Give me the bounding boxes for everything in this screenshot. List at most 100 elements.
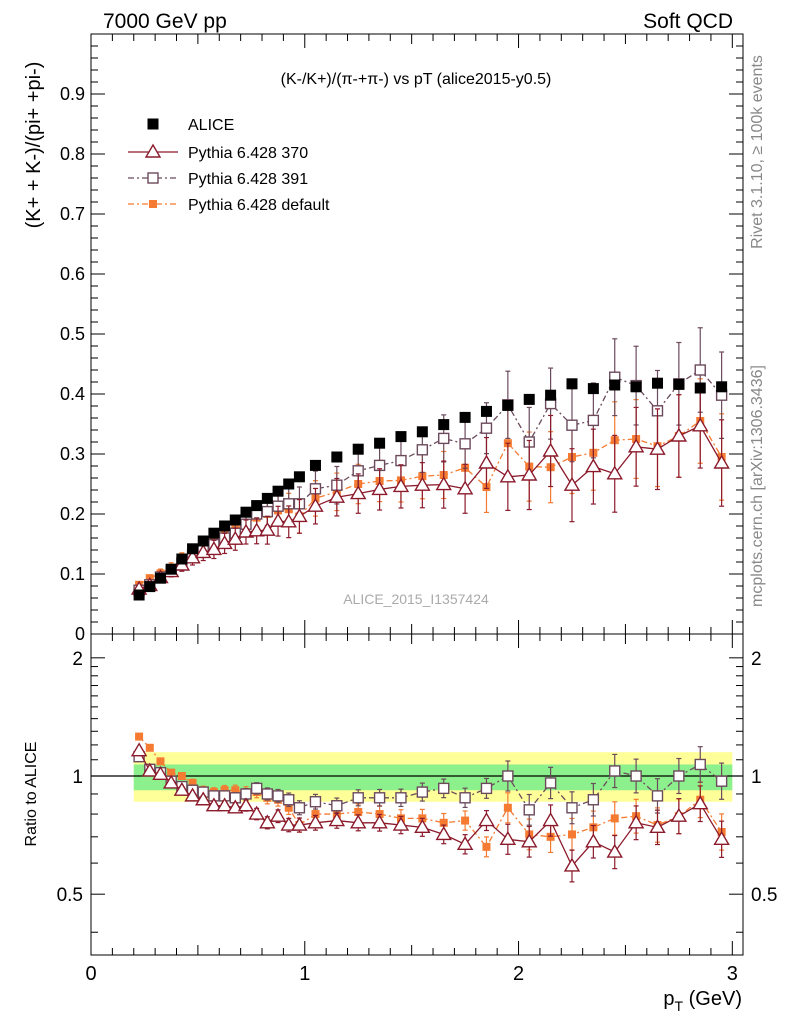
ratio-point	[673, 770, 685, 782]
data-point	[456, 480, 474, 495]
data-point	[227, 530, 244, 545]
ratio-point	[414, 818, 431, 834]
data-point	[606, 465, 623, 480]
data-point	[673, 378, 685, 390]
data-point	[649, 440, 666, 455]
ratio-point	[392, 816, 410, 831]
data-point	[499, 468, 517, 483]
ratio-point	[261, 788, 274, 800]
data-point	[587, 383, 599, 395]
ratio-point	[291, 816, 308, 831]
x-axis-label: pT (GeV)	[663, 988, 742, 1014]
header-left: 7000 GeV pp	[103, 10, 227, 33]
x-tick-label: 1	[299, 963, 310, 985]
data-point	[414, 476, 431, 491]
ratio-point	[502, 770, 514, 782]
data-point	[392, 478, 410, 493]
data-point	[694, 364, 706, 376]
ratio-point	[269, 807, 287, 822]
ratio-point	[416, 786, 429, 798]
data-point	[283, 478, 295, 490]
main-ylabel: (K+ + K-)/(pi+ +pi-)	[23, 62, 45, 229]
series-pythia-6-428-default	[135, 378, 726, 589]
data-point	[478, 454, 495, 469]
ratio-panel: 0.5 0.5 1 1 2 2 0 1 2 3 Ratio to ALICE pT (GeV)	[23, 633, 777, 1014]
legend-label: ALICE	[188, 117, 234, 134]
ratio-point	[713, 830, 730, 845]
ratio-point	[627, 814, 645, 829]
ratio-point	[283, 794, 295, 806]
ratio-point	[567, 830, 576, 839]
data-point	[261, 505, 274, 518]
data-point	[352, 443, 364, 455]
data-point	[692, 417, 709, 432]
data-point	[248, 522, 265, 537]
ratio-y-tick-label-right: 2	[751, 649, 762, 670]
ratio-point	[280, 816, 297, 831]
ratio-y-tick-label: 2	[72, 649, 83, 670]
y-tick-label: 0.6	[60, 264, 85, 284]
data-point	[240, 506, 252, 518]
ratio-point	[609, 765, 621, 777]
x-tick-label: 3	[727, 963, 738, 985]
data-point	[521, 466, 538, 481]
ratio-point	[459, 792, 471, 804]
data-point	[502, 399, 514, 411]
ratio-y-tick-label: 0.5	[57, 885, 83, 906]
ratio-point	[156, 757, 165, 766]
data-point	[523, 393, 535, 405]
data-point	[563, 476, 581, 491]
data-point	[229, 514, 241, 526]
data-point	[627, 438, 645, 453]
data-point	[219, 520, 231, 532]
data-point	[416, 444, 429, 456]
legend-marker	[147, 118, 159, 130]
header-right: Soft QCD	[643, 10, 733, 33]
data-point	[197, 535, 209, 547]
data-point	[154, 572, 166, 584]
data-point	[609, 379, 621, 391]
ratio-frame	[90, 633, 744, 956]
ratio-point	[284, 803, 293, 812]
data-point	[480, 422, 493, 434]
data-point	[713, 454, 730, 469]
ratio-y-tick-label: 1	[72, 767, 83, 788]
y-tick-label: 0.5	[60, 324, 85, 344]
y-tick-label: 0	[75, 624, 85, 644]
data-point	[459, 438, 471, 450]
data-point	[542, 442, 559, 457]
data-point	[349, 485, 367, 500]
data-point	[307, 497, 324, 512]
ratio-y-tick-label-right: 1	[751, 767, 762, 788]
ratio-point	[354, 807, 363, 816]
data-point	[328, 488, 346, 503]
data-point	[331, 451, 343, 463]
ratio-point	[585, 833, 602, 848]
ratio-point	[205, 797, 223, 812]
ratio-point	[461, 816, 470, 825]
ratio-point	[272, 790, 284, 802]
ratio-point	[544, 777, 557, 789]
data-point	[630, 381, 642, 393]
ratio-point	[184, 787, 201, 802]
data-point	[480, 405, 492, 417]
data-point	[438, 432, 450, 445]
ratio-point	[563, 857, 581, 872]
ratio-point	[311, 810, 320, 819]
ratio-point	[162, 774, 180, 789]
y-tick-label: 0.4	[60, 384, 85, 404]
ratio-point	[216, 797, 233, 812]
data-point	[176, 553, 188, 565]
series-alice	[133, 377, 728, 601]
ratio-point	[542, 812, 559, 827]
legend-label: Pythia 6.428 391	[188, 171, 308, 188]
ratio-point	[237, 797, 255, 812]
main-panel: 0 0.1 0.2 0.3 0.4 0.5 0.6 0.7 0.8 0.9 (K-/K+)/(π-…	[23, 33, 744, 644]
legend-marker	[147, 172, 159, 184]
data-point	[416, 426, 428, 438]
series-pythia-6-428-370	[130, 382, 730, 595]
ratio-point	[177, 772, 186, 781]
legend-label: Pythia 6.428 default	[188, 197, 330, 214]
data-point	[144, 581, 156, 593]
